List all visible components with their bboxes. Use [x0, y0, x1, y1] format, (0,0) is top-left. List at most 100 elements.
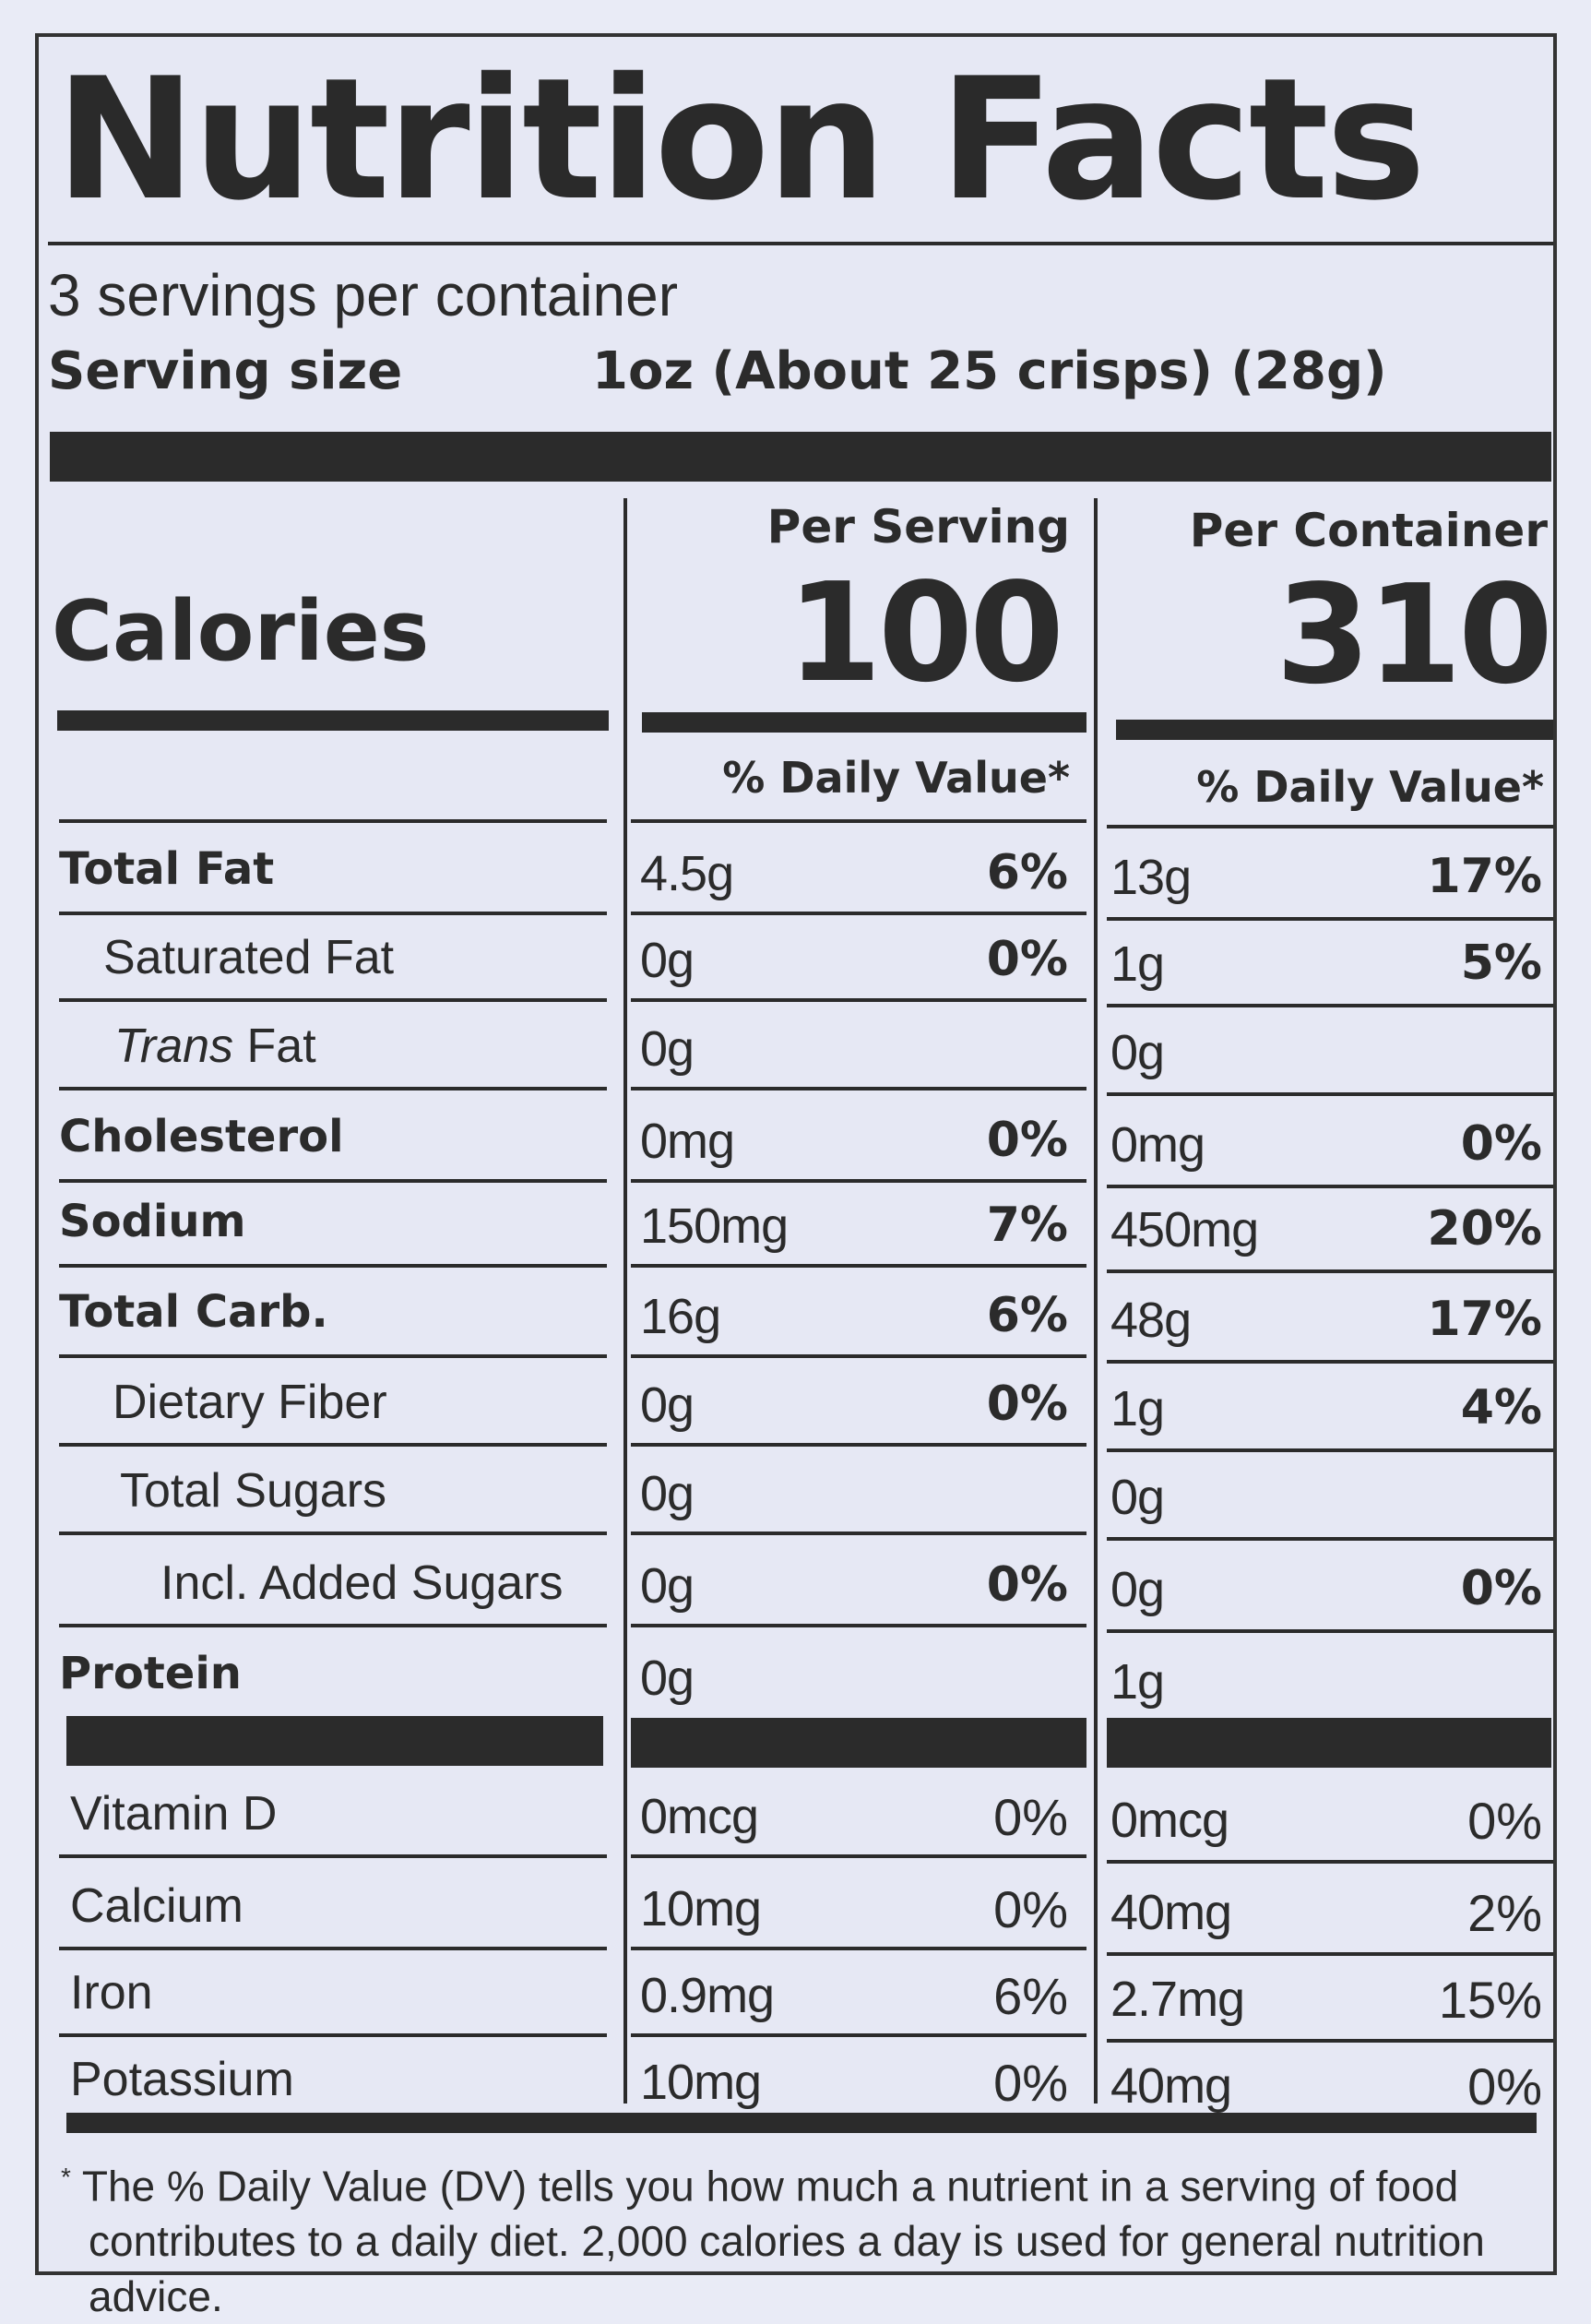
nutrient-label: Saturated Fat: [103, 931, 395, 984]
container-daily-value: 20%: [1427, 1201, 1542, 1257]
container-daily-value: 15%: [1438, 1971, 1542, 2029]
serving-size-value: 1oz (About 25 crisps) (28g): [592, 341, 1387, 401]
serving-amount: 0g: [640, 1021, 695, 1077]
container-daily-value: 17%: [1427, 1292, 1542, 1347]
container-amount: 2.7mg: [1110, 1972, 1245, 2027]
row-separator: [1107, 1185, 1553, 1188]
serving-daily-value: 7%: [986, 1198, 1068, 1253]
container-daily-value: 5%: [1460, 936, 1542, 991]
nutrient-label: Iron: [70, 1966, 153, 2020]
serving-daily-value: 0%: [993, 1788, 1068, 1846]
container-amount: 40mg: [1110, 1885, 1232, 1940]
column-divider-right: [1094, 498, 1098, 2104]
row-separator: [1107, 1360, 1553, 1364]
footnote-thick-bar: [66, 2113, 1537, 2133]
serving-amount: 0g: [640, 1558, 695, 1614]
serving-amount: 10mg: [640, 2055, 762, 2110]
serving-daily-value: 0%: [986, 932, 1068, 987]
container-amount: 0g: [1110, 1470, 1165, 1525]
title-divider: [48, 242, 1553, 245]
serving-size-thick-bar: [50, 432, 1551, 482]
container-amount: 0g: [1110, 1025, 1165, 1080]
row-separator: [59, 2033, 607, 2037]
container-amount: 0mcg: [1110, 1793, 1229, 1848]
row-separator: [631, 1947, 1086, 1950]
container-amount: 450mg: [1110, 1202, 1259, 1257]
serving-amount: 0mcg: [640, 1789, 759, 1844]
vitamin-bar-container: [1107, 1718, 1551, 1768]
calories-bar-label: [57, 710, 609, 731]
calories-label: Calories: [52, 583, 430, 680]
footnote-line-2: contributes to a daily diet. 2,000 calor…: [89, 2217, 1485, 2321]
row-separator: [59, 1443, 607, 1447]
container-amount: 1g: [1110, 1381, 1165, 1436]
row-separator: [59, 1947, 607, 1950]
label-title: Nutrition Facts: [55, 42, 1426, 237]
row-separator: [1107, 1537, 1553, 1541]
nutrient-label: Dietary Fiber: [113, 1376, 387, 1429]
serving-amount: 0mg: [640, 1114, 735, 1169]
nutrient-label-rest: Fat: [233, 1019, 316, 1073]
serving-amount: 0g: [640, 1466, 695, 1521]
container-daily-value: 0%: [1467, 2057, 1542, 2115]
nutrient-label: Total Sugars: [120, 1464, 387, 1518]
vitamin-bar-serving: [631, 1718, 1086, 1768]
nutrient-label: Trans Fat: [114, 1022, 316, 1070]
row-separator: [1107, 1952, 1553, 1956]
row-separator: [631, 1624, 1086, 1627]
nutrient-label: Incl. Added Sugars: [160, 1556, 564, 1610]
row-separator: [631, 912, 1086, 915]
nutrient-label: Cholesterol: [59, 1111, 344, 1162]
row-separator: [59, 1531, 607, 1535]
serving-size-label: Serving size: [48, 341, 403, 401]
calories-bar-container: [1116, 720, 1553, 740]
serving-daily-value: 0%: [986, 1113, 1068, 1168]
row-separator: [631, 819, 1086, 823]
calories-per-container: 310: [1276, 555, 1553, 714]
nutrient-label: Total Fat: [59, 843, 275, 895]
container-daily-value: 0%: [1460, 1116, 1542, 1172]
row-separator: [631, 1179, 1086, 1183]
serving-daily-value: 6%: [986, 845, 1068, 900]
row-separator: [1107, 825, 1553, 828]
vitamin-bar-label: [66, 1716, 603, 1766]
serving-amount: 0g: [640, 1651, 695, 1706]
container-amount: 0mg: [1110, 1117, 1205, 1173]
nutrition-label: [35, 33, 1557, 2275]
calories-bar-serving: [642, 712, 1086, 733]
row-separator: [1107, 1004, 1553, 1007]
row-separator: [631, 1264, 1086, 1268]
daily-value-header-container: % Daily Value*: [1196, 762, 1544, 812]
servings-per-container: 3 servings per container: [48, 262, 679, 328]
serving-daily-value: 0%: [993, 2054, 1068, 2112]
row-separator: [59, 1354, 607, 1358]
serving-daily-value: 6%: [986, 1288, 1068, 1343]
nutrient-label: Sodium: [59, 1196, 246, 1247]
serving-amount: 0.9mg: [640, 1968, 775, 2023]
serving-amount: 0g: [640, 1377, 695, 1433]
nutrient-label: Vitamin D: [70, 1787, 278, 1841]
serving-amount: 0g: [640, 933, 695, 988]
container-daily-value: 2%: [1467, 1884, 1542, 1942]
daily-value-header-serving: % Daily Value*: [722, 753, 1070, 803]
serving-daily-value: 0%: [986, 1377, 1068, 1432]
row-separator: [59, 1854, 607, 1858]
container-daily-value: 17%: [1427, 849, 1542, 904]
container-daily-value: 0%: [1467, 1792, 1542, 1850]
serving-amount: 4.5g: [640, 846, 734, 901]
row-separator: [631, 1443, 1086, 1447]
container-amount: 0g: [1110, 1562, 1165, 1617]
row-separator: [631, 1354, 1086, 1358]
row-separator: [631, 998, 1086, 1002]
serving-amount: 10mg: [640, 1881, 762, 1937]
row-separator: [1107, 1629, 1553, 1633]
row-separator: [59, 819, 607, 823]
serving-daily-value: 0%: [986, 1557, 1068, 1613]
row-separator: [1107, 1448, 1553, 1452]
row-separator: [1107, 1269, 1553, 1273]
serving-amount: 150mg: [640, 1198, 789, 1254]
row-separator: [1107, 1860, 1553, 1864]
per-serving-header: Per Serving: [766, 500, 1070, 554]
row-separator: [59, 912, 607, 915]
nutrient-label-italic: Trans: [114, 1019, 234, 1073]
